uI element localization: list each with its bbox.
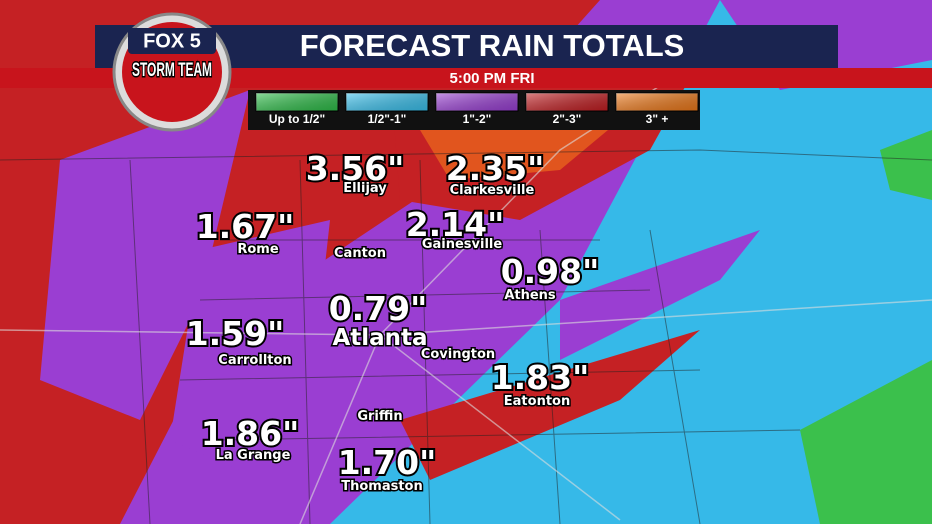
city-name: Atlanta	[332, 325, 427, 351]
legend-items: Up to 1/2" 1/2"-1" 1"-2" 2"-3" 3" +	[255, 92, 699, 126]
cities: 3.56"Ellijay 2.35"Clarkesville 1.67"Rome Ca…	[184, 147, 602, 496]
legend-shine	[436, 93, 518, 111]
legend-shine	[616, 93, 698, 111]
logo-bottom: STORM TEAM	[132, 60, 212, 81]
rain-total: 2.35"	[446, 149, 545, 188]
header: FORECAST RAIN TOTALS 5:00 PM FRI FOX 5 S…	[0, 12, 932, 132]
city-name: Gainesville	[422, 237, 503, 252]
city-name: Covington	[421, 347, 495, 362]
city-name: La Grange	[216, 448, 291, 463]
city-name: Eatonton	[504, 394, 570, 409]
rain-total: 1.86"	[201, 414, 300, 453]
time-bar	[0, 68, 932, 88]
legend-shine	[526, 93, 608, 111]
rain-total: 1.59"	[186, 314, 285, 353]
rain-total: 2.14"	[406, 205, 505, 244]
legend-label: 3" +	[646, 112, 669, 126]
city-name: Carrollton	[218, 353, 291, 368]
city-name: Ellijay	[343, 181, 387, 196]
legend-shine	[346, 93, 428, 111]
rain-total: 0.98"	[501, 252, 600, 291]
legend-label: 1/2"-1"	[368, 112, 407, 126]
legend-label: 2"-3"	[553, 112, 582, 126]
city-name: Rome	[237, 242, 278, 257]
rain-total: 3.56"	[306, 149, 405, 188]
rain-total: 0.79"	[329, 289, 428, 328]
city-name: Canton	[334, 246, 386, 261]
city-name: Clarkesville	[450, 183, 535, 198]
time: 5:00 PM FRI	[449, 70, 534, 87]
rain-total: 1.70"	[338, 443, 437, 482]
title: FORECAST RAIN TOTALS	[300, 28, 685, 63]
rain-total: 1.83"	[491, 358, 590, 397]
city-name: Thomaston	[341, 479, 423, 494]
legend-shine	[256, 93, 338, 111]
legend-label: Up to 1/2"	[269, 112, 325, 126]
city-name: Griffin	[357, 409, 402, 424]
rain-total: 1.67"	[196, 207, 295, 246]
city-name: Athens	[504, 288, 556, 303]
logo-top: FOX 5	[143, 30, 201, 52]
legend-label: 1"-2"	[463, 112, 492, 126]
